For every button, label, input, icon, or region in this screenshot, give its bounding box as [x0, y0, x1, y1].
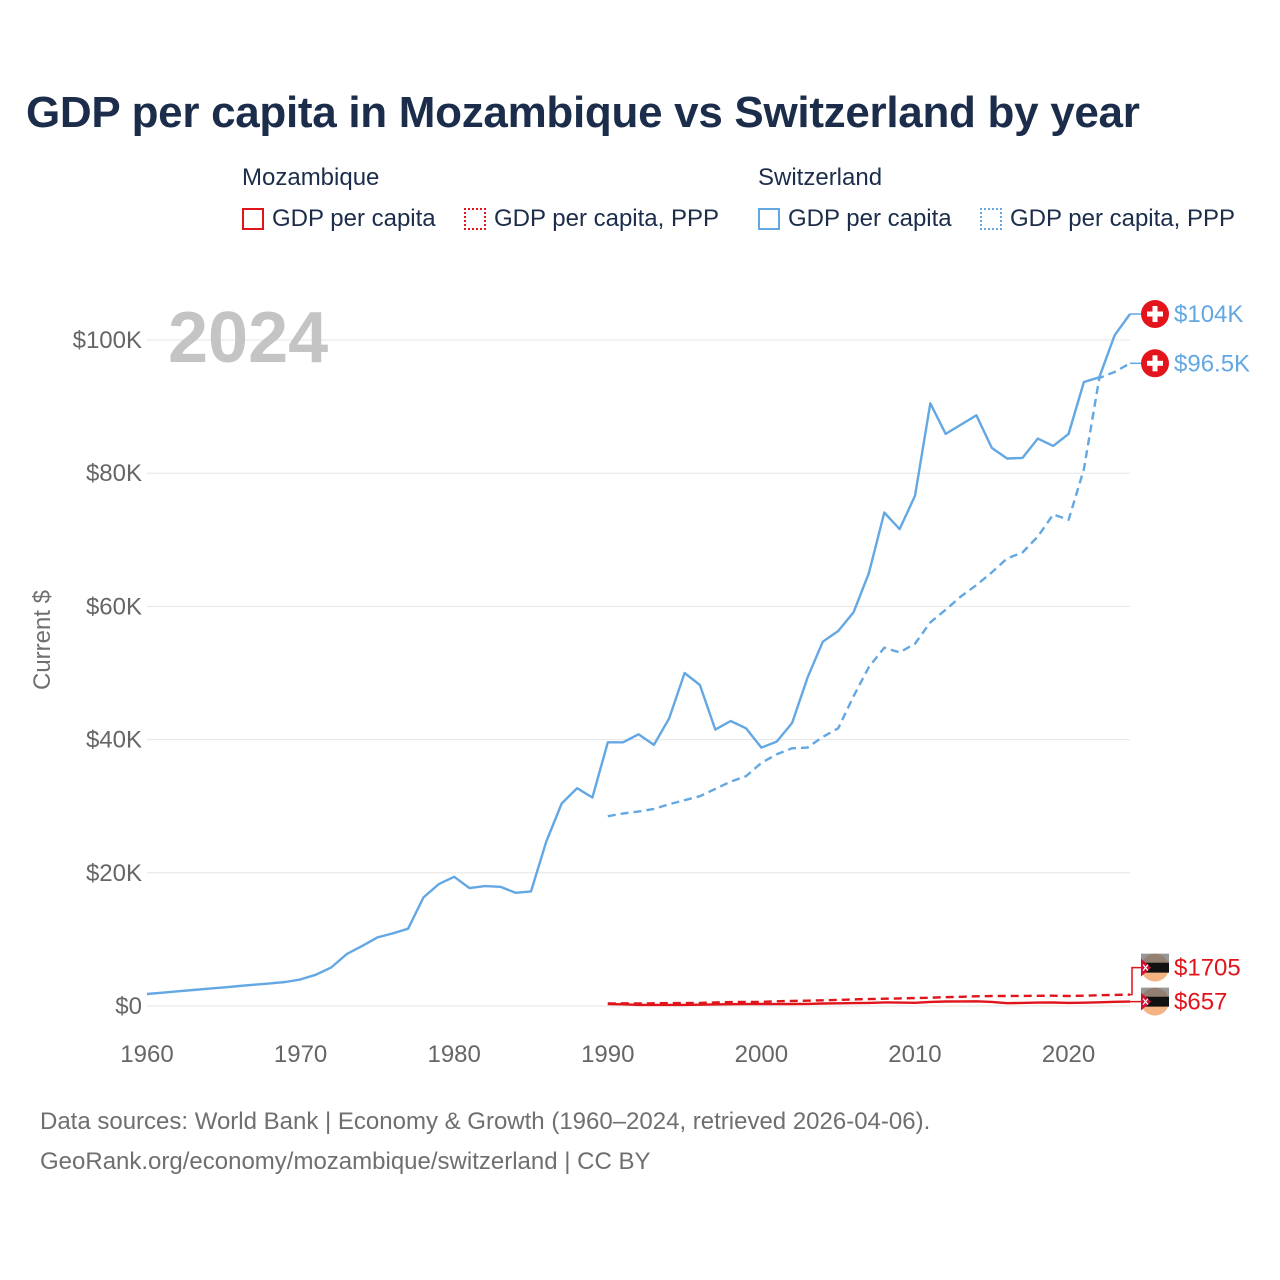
source-line-2[interactable]: GeoRank.org/economy/mozambique/switzerla…	[40, 1148, 651, 1175]
legend-label: GDP per capita, PPP	[1010, 205, 1235, 232]
series-line	[607, 993, 1131, 1005]
year-watermark: 2024	[168, 298, 328, 378]
series-end-label: $104K	[1174, 301, 1243, 328]
series-lines	[146, 313, 1131, 1007]
chart-title: GDP per capita in Mozambique vs Switzerl…	[26, 88, 1140, 137]
series-end-label: $657	[1174, 989, 1227, 1016]
legend-label: GDP per capita, PPP	[494, 205, 719, 232]
y-tick-label: $40K	[86, 727, 142, 754]
legend-label: GDP per capita	[788, 205, 952, 232]
legend-item-mozambique-gdp[interactable]: GDP per capita	[242, 205, 436, 233]
legend-swatch-dotted-icon	[464, 208, 486, 230]
legend-title-mozambique: Mozambique	[242, 164, 380, 191]
leader-line	[1130, 966, 1141, 996]
series-end-marker: $1705	[1130, 953, 1241, 996]
legend-item-switzerland-ppp[interactable]: GDP per capita, PPP	[980, 205, 1235, 233]
flag-cross-v	[1152, 355, 1158, 372]
x-tick-label: 1980	[427, 1041, 480, 1068]
series-line	[146, 313, 1131, 996]
legend-label: GDP per capita	[272, 205, 436, 232]
series-line	[607, 362, 1131, 818]
series-end-marker: $96.5K	[1130, 349, 1250, 378]
x-axis: 1960 1970 1980 1990 2000 2010 2020	[120, 1041, 1095, 1068]
legend-item-mozambique-ppp[interactable]: GDP per capita, PPP	[464, 205, 719, 233]
x-tick-label: 2000	[735, 1041, 788, 1068]
gridlines	[147, 339, 1130, 1007]
series-end-label: $1705	[1174, 955, 1241, 982]
series-end-labels: $104K $96.5K $1705 $657	[1130, 300, 1250, 1016]
y-tick-label: $80K	[86, 460, 142, 487]
flag-top	[1141, 987, 1169, 997]
y-axis: $0 $20K $40K $60K $80K $100K	[73, 327, 142, 1020]
x-tick-label: 1990	[581, 1041, 634, 1068]
x-tick-label: 1970	[274, 1041, 327, 1068]
flag-band	[1141, 962, 1169, 973]
flag-band	[1141, 996, 1169, 1007]
series-end-label: $96.5K	[1174, 350, 1250, 377]
y-tick-label: $0	[115, 993, 142, 1020]
flag-cross-v	[1152, 306, 1158, 323]
legend-item-switzerland-gdp[interactable]: GDP per capita	[758, 205, 952, 233]
series-end-marker: $104K	[1130, 300, 1243, 329]
series-line	[607, 1000, 1131, 1007]
flag-emblem	[1142, 964, 1149, 972]
legend-swatch-solid-icon	[758, 208, 780, 230]
series-end-marker: $657	[1130, 987, 1227, 1016]
y-tick-label: $60K	[86, 593, 142, 620]
y-axis-label: Current $	[29, 590, 56, 690]
source-line-1: Data sources: World Bank | Economy & Gro…	[40, 1108, 931, 1135]
x-tick-label: 1960	[120, 1041, 173, 1068]
legend-swatch-solid-icon	[242, 208, 264, 230]
legend-title-switzerland: Switzerland	[758, 164, 883, 191]
legend-swatch-dotted-icon	[980, 208, 1002, 230]
x-tick-label: 2010	[888, 1041, 941, 1068]
flag-top	[1141, 953, 1169, 963]
flag-emblem	[1142, 998, 1149, 1006]
y-tick-label: $20K	[86, 860, 142, 887]
y-tick-label: $100K	[73, 327, 142, 354]
x-tick-label: 2020	[1042, 1041, 1095, 1068]
